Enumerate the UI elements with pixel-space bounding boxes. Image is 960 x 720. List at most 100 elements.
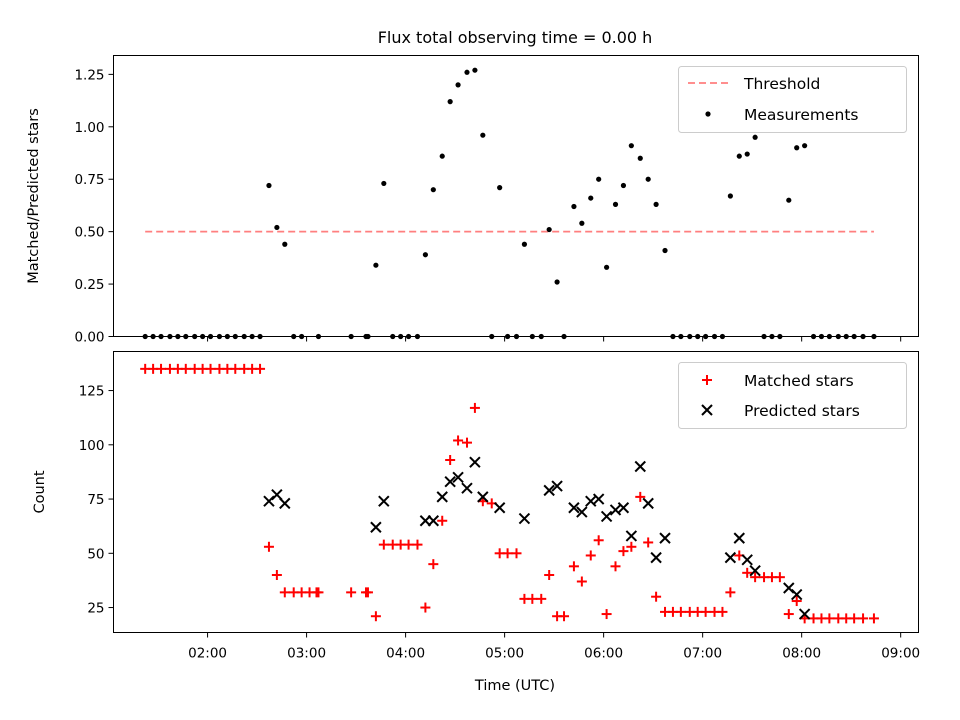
count-series bbox=[140, 363, 879, 624]
ratio-y-tick-label: 0.50 bbox=[74, 225, 104, 241]
measurement-point bbox=[794, 145, 800, 151]
matched-star-point bbox=[783, 609, 794, 620]
measurement-point bbox=[266, 182, 272, 189]
measurement-point bbox=[662, 247, 668, 254]
predicted-star-point bbox=[518, 512, 531, 525]
measurement-point bbox=[596, 176, 602, 182]
measurement-point bbox=[744, 151, 750, 157]
matched-star-point bbox=[346, 587, 357, 598]
predicted-star-point bbox=[493, 502, 506, 514]
measurement-point bbox=[786, 197, 792, 203]
matched-star-point bbox=[313, 587, 324, 598]
count-x-tick-label: 04:00 bbox=[386, 646, 425, 662]
count-x-tick-label: 03:00 bbox=[287, 646, 326, 662]
predicted-star-point bbox=[576, 506, 588, 518]
count-y-tick-label: 125 bbox=[79, 384, 105, 400]
measurement-point bbox=[381, 180, 387, 187]
measurement-point bbox=[588, 195, 594, 201]
matched-star-point bbox=[824, 613, 835, 624]
predicted-star-point bbox=[592, 493, 605, 505]
count-y-tick-label: 75 bbox=[87, 492, 104, 508]
matched-star-point bbox=[725, 587, 736, 598]
matched-star-point bbox=[536, 593, 547, 604]
matched-star-point bbox=[544, 569, 555, 580]
predicted-star-point bbox=[585, 495, 597, 507]
ratio-y-tick-label: 1.00 bbox=[74, 120, 104, 136]
count-legend-box bbox=[678, 362, 907, 429]
predicted-star-point bbox=[279, 497, 291, 510]
matched-star-point bbox=[626, 541, 637, 552]
matched-star-point bbox=[445, 454, 456, 465]
matched-star-point bbox=[453, 435, 464, 446]
matched-star-point bbox=[370, 611, 381, 622]
predicted-star-point bbox=[791, 588, 803, 601]
matched-star-point bbox=[559, 611, 570, 622]
measurement-point bbox=[497, 185, 503, 191]
matched-star-point bbox=[717, 606, 728, 617]
measurement-point bbox=[480, 132, 486, 138]
matched-star-point bbox=[618, 546, 629, 557]
matched-star-point bbox=[868, 613, 879, 624]
matched-star-point bbox=[610, 561, 621, 572]
ratio-y-ticks: 0.00 0.25 0.50 0.75 1.00 1.25 bbox=[74, 67, 114, 346]
predicted-star-point bbox=[469, 456, 481, 468]
matched-star-point bbox=[576, 576, 587, 587]
predicted-star-point bbox=[378, 495, 390, 507]
count-x-tick-label: 05:00 bbox=[485, 646, 524, 662]
ratio-x-ticks bbox=[207, 336, 902, 342]
measurement-point bbox=[274, 224, 280, 231]
chart-title: Flux total observing time = 0.00 h bbox=[378, 28, 653, 47]
predicted-star-point bbox=[741, 554, 753, 566]
predicted-star-point bbox=[642, 497, 654, 510]
predicted-star-point bbox=[477, 491, 489, 503]
predicted-star-point bbox=[452, 471, 464, 484]
count-y-ticks: 25 50 75 100 125 bbox=[79, 384, 114, 617]
predicted-star-point bbox=[625, 530, 638, 542]
matched-star-point bbox=[635, 491, 646, 502]
legend-predicted-label: Predicted stars bbox=[744, 402, 860, 420]
measurement-point bbox=[571, 203, 577, 210]
measurement-point bbox=[373, 262, 379, 268]
matched-star-point bbox=[568, 561, 579, 572]
measurement-point bbox=[752, 134, 758, 140]
count-legend: Matched stars Predicted stars bbox=[678, 362, 907, 429]
predicted-star-point bbox=[427, 515, 440, 527]
count-x-tick-label: 09:00 bbox=[881, 646, 920, 662]
count-plot-frame bbox=[113, 351, 919, 633]
measurement-point bbox=[653, 201, 659, 207]
matched-star-point bbox=[858, 613, 869, 624]
measurement-point bbox=[464, 69, 470, 75]
legend-measurement-label: Measurements bbox=[744, 106, 859, 124]
measurement-point bbox=[472, 67, 478, 73]
measurement-point bbox=[645, 176, 651, 182]
count-y-tick-label: 100 bbox=[79, 438, 105, 454]
matched-star-point bbox=[412, 539, 423, 550]
matched-star-point bbox=[527, 593, 538, 604]
predicted-star-point bbox=[444, 475, 456, 488]
measurement-point bbox=[546, 226, 552, 233]
legend-predicted-swatch bbox=[701, 404, 713, 416]
count-x-tick-label: 08:00 bbox=[782, 646, 821, 662]
ratio-y-tick-label: 0.25 bbox=[74, 277, 104, 293]
matched-star-point bbox=[230, 363, 241, 374]
ratio-legend: Threshold Measurements bbox=[678, 66, 907, 133]
count-panel: 25 50 75 100 125 02:00 03:00 04:00 05:00 06:00 07… bbox=[32, 351, 920, 694]
measurement-point bbox=[802, 143, 808, 149]
predicted-star-point bbox=[609, 504, 622, 516]
matched-star-point bbox=[156, 363, 167, 374]
predicted-star-point bbox=[798, 608, 811, 620]
ratio-legend-box bbox=[678, 66, 907, 133]
measurement-point bbox=[554, 279, 560, 285]
matched-star-point bbox=[279, 587, 290, 598]
ratio-y-tick-label: 1.25 bbox=[74, 67, 104, 83]
matched-star-point bbox=[378, 539, 389, 550]
ratio-panel: 0.00 0.25 0.50 0.75 1.00 1.25 Matched/Predict… bbox=[26, 55, 919, 346]
predicted-star-point bbox=[733, 532, 745, 544]
legend-threshold-label: Threshold bbox=[743, 75, 820, 93]
measurement-point bbox=[603, 264, 610, 270]
matched-star-point bbox=[742, 567, 753, 578]
predicted-star-point bbox=[551, 480, 563, 492]
matched-star-point bbox=[511, 548, 522, 559]
predicted-star-point bbox=[749, 564, 761, 577]
